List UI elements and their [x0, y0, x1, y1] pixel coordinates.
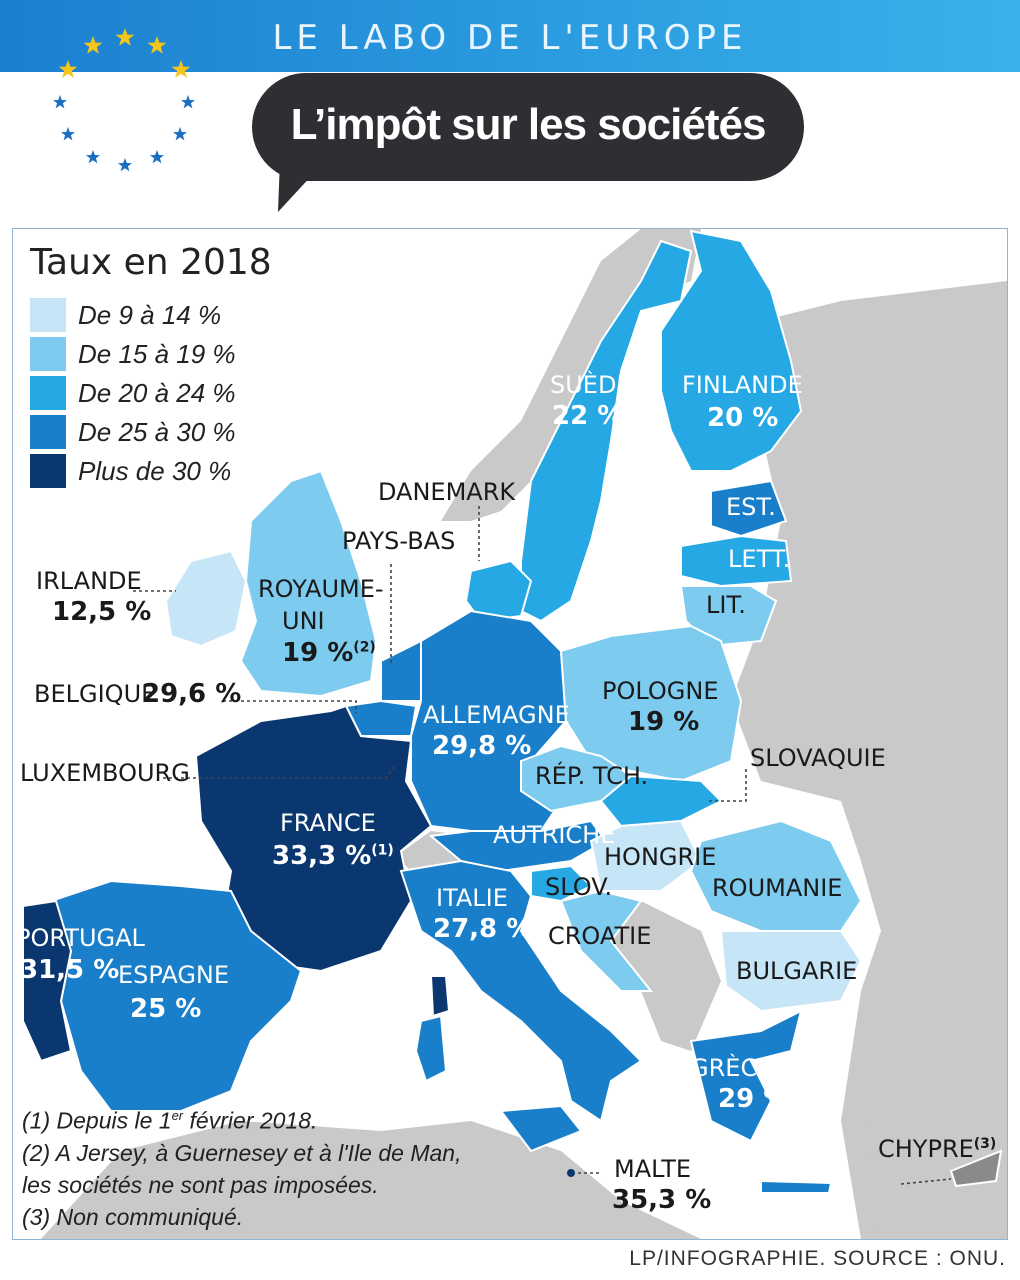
label-finlande-name: FINLANDE — [682, 371, 803, 399]
country-royaume-uni — [239, 469, 378, 698]
label-chypre: CHYPRE(3) — [878, 1135, 997, 1163]
label-lituanie: LIT. — [706, 591, 746, 619]
label-croatie: CROATIE — [548, 922, 652, 950]
label-pologne-rate: 19 % — [628, 707, 700, 737]
label-portugal-name: PORTUGAL — [16, 924, 145, 952]
land-turkey — [861, 1061, 1007, 1239]
label-rep-tch: RÉP. TCH. — [535, 762, 649, 790]
country-lituanie — [679, 585, 778, 648]
country-lettonie — [680, 534, 793, 588]
country-irlande — [164, 549, 248, 648]
country-portugal — [22, 899, 73, 1063]
country-italie — [399, 859, 643, 1123]
legend-swatch-3 — [30, 376, 66, 410]
label-autriche: AUTRICHE — [493, 821, 616, 849]
label-malte-name: MALTE — [614, 1155, 692, 1183]
label-france-rate: 33,3 %(1) — [272, 841, 394, 871]
leader-luxembourg — [163, 763, 397, 779]
land-non-eu-east — [721, 281, 1007, 1239]
label-pays-bas: PAYS-BAS — [342, 527, 456, 555]
label-pologne-name: POLOGNE — [602, 677, 719, 705]
title-bubble — [252, 73, 804, 181]
country-grece — [689, 1009, 803, 1143]
leader-slovaquie — [706, 769, 747, 802]
country-danemark — [464, 559, 533, 623]
series-title: LE LABO DE L'EUROPE — [272, 18, 748, 58]
country-espagne — [49, 879, 303, 1112]
label-bulgarie: BULGARIE — [736, 957, 858, 985]
country-pologne — [559, 624, 743, 783]
label-slovaquie: SLOVAQUIE — [750, 744, 886, 772]
label-lettonie: LETT. — [728, 545, 791, 573]
footnote-3: (3) Non communiqué. — [22, 1203, 244, 1230]
label-slovenie: SLOV. — [545, 873, 613, 901]
legend-title: Taux en 2018 — [30, 242, 272, 283]
country-italie-sardaigne — [414, 1014, 448, 1083]
label-allemagne-rate: 29,8 % — [432, 731, 532, 761]
label-finlande-rate: 20 % — [707, 403, 779, 433]
label-grece-name: GRÈCE — [690, 1054, 773, 1082]
leader-chypre — [900, 1178, 952, 1185]
label-espagne-name: ESPAGNE — [118, 961, 230, 989]
label-hongrie: HONGRIE — [604, 843, 717, 871]
legend-swatch-1 — [30, 298, 66, 332]
leader-belgique — [223, 700, 357, 713]
country-malte — [567, 1169, 575, 1177]
label-luxembourg: LUXEMBOURG — [20, 759, 190, 787]
source-credit: LP/INFOGRAPHIE. SOURCE : ONU. — [629, 1247, 1006, 1270]
legend-label: Plus de 30 % — [78, 456, 232, 486]
bubble-tail — [278, 160, 326, 212]
label-allemagne-name: ALLEMAGNE — [423, 701, 570, 729]
country-suede — [520, 239, 693, 623]
label-danemark: DANEMARK — [378, 478, 516, 506]
label-portugal-rate: 31,5 % — [20, 955, 120, 985]
country-finlande — [660, 229, 803, 472]
header-band — [0, 0, 1020, 72]
label-malte-rate: 35,3 % — [612, 1185, 712, 1215]
label-italie-name: ITALIE — [436, 884, 508, 912]
country-croatie — [559, 889, 654, 992]
label-espagne-rate: 25 % — [130, 994, 202, 1024]
footnote-2b: les sociétés ne sont pas imposées. — [22, 1171, 379, 1198]
footnote-2a: (2) A Jersey, à Guernesey et à l'Ile de … — [22, 1139, 462, 1166]
label-irlande-rate: 12,5 % — [52, 597, 152, 627]
country-grece-crete — [760, 1179, 833, 1194]
footnote-1: (1) Depuis le 1er février 2018. — [22, 1107, 318, 1134]
land-balkans — [591, 901, 721, 1051]
legend-swatch-5 — [30, 454, 66, 488]
eu-stars-icon — [52, 28, 196, 172]
label-estonie: EST. — [726, 493, 776, 521]
country-chypre — [949, 1149, 1003, 1188]
label-italie-rate: 27,8 % — [433, 914, 533, 944]
country-france-corse — [429, 975, 451, 1018]
legend-label: De 20 à 24 % — [78, 378, 236, 408]
country-bulgarie — [719, 930, 863, 1013]
label-belgique-name: BELGIQUE — [34, 680, 157, 708]
page-title: L’impôt sur les sociétés — [290, 100, 767, 149]
footnotes: (1) Depuis le 1er février 2018. (2) A Je… — [22, 1100, 462, 1233]
label-suede-name: SUÈDE — [550, 371, 632, 399]
legend-label: De 25 à 30 % — [78, 417, 236, 447]
label-roumanie: ROUMANIE — [712, 874, 843, 902]
legend-label: De 15 à 19 % — [78, 339, 236, 369]
country-italie-sicile — [499, 1104, 583, 1153]
country-estonie — [710, 479, 788, 538]
label-royaume-uni-line2: UNI — [282, 607, 325, 635]
label-royaume-uni-rate: 19 %(2) — [282, 638, 376, 668]
label-irlande-name: IRLANDE — [36, 567, 142, 595]
country-slovenie — [530, 864, 593, 903]
legend-swatch-2 — [30, 337, 66, 371]
label-royaume-uni-line1: ROYAUME- — [258, 575, 384, 603]
europe-map — [13, 229, 1007, 1239]
label-suede-rate: 22 % — [552, 401, 624, 431]
label-france-name: FRANCE — [280, 809, 376, 837]
label-grece-rate: 29 % — [718, 1084, 790, 1114]
land-north-africa — [41, 1121, 701, 1239]
label-belgique-rate: 29,6 % — [142, 679, 242, 709]
map-frame — [12, 228, 1008, 1240]
legend-swatch-4 — [30, 415, 66, 449]
legend-label: De 9 à 14 % — [78, 300, 222, 330]
